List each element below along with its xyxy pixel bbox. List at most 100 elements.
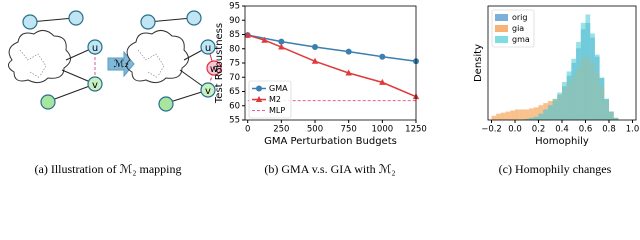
- marker: [345, 69, 352, 76]
- node: [200, 39, 216, 55]
- edge: [51, 83, 96, 101]
- x-tick-label: 0.0: [508, 125, 522, 135]
- caption: (b) GMA v.s. GIA with ℳ₂: [264, 162, 395, 176]
- x-tick-label: 750: [341, 125, 357, 135]
- y-tick-label: 90: [229, 16, 240, 26]
- node-label: v: [92, 80, 98, 91]
- marker: [278, 43, 285, 50]
- legend-label: GMA: [269, 84, 288, 93]
- node-label: u: [92, 43, 98, 54]
- histogram-bar: [533, 116, 539, 120]
- node: [87, 76, 103, 92]
- histogram-bar: [543, 109, 548, 120]
- x-axis-label: GMA Perturbation Budgets: [264, 136, 397, 147]
- histogram-bar: [505, 111, 511, 120]
- histogram-bar: [524, 118, 530, 120]
- y-axis-label: Density: [473, 44, 484, 82]
- node-label: v: [205, 86, 211, 97]
- histogram-bar: [529, 117, 534, 120]
- legend-label: gia: [512, 24, 524, 33]
- legend-label: MLP: [269, 106, 285, 115]
- series-line: [247, 34, 417, 63]
- caption: (a) Illustration of ℳ₂ mapping: [35, 162, 182, 176]
- node: [186, 10, 202, 26]
- marker: [345, 48, 352, 55]
- legend-marker: [256, 85, 262, 92]
- y-tick-label: 85: [229, 30, 240, 40]
- histogram-bar: [529, 108, 534, 120]
- marker: [244, 31, 251, 38]
- legend-swatch: [495, 36, 508, 43]
- cloud: [126, 30, 189, 84]
- histogram-bar: [566, 71, 572, 120]
- histogram-bar: [599, 77, 605, 120]
- histogram-bar: [491, 115, 497, 120]
- histogram-bar: [500, 112, 506, 120]
- cloud: [8, 30, 71, 84]
- node: [87, 39, 103, 55]
- histogram-bar: [496, 113, 501, 120]
- node: [140, 14, 156, 30]
- x-tick-label: 0.2: [532, 125, 546, 135]
- histogram-bar: [538, 113, 544, 120]
- histogram-bar: [594, 54, 600, 120]
- marker: [311, 57, 319, 64]
- legend-marker: [255, 96, 263, 102]
- node: [206, 60, 222, 76]
- node-label: w: [210, 64, 218, 75]
- x-tick-label: 1000: [372, 125, 394, 135]
- histogram-bar: [604, 98, 609, 120]
- histogram-bar: [547, 105, 553, 120]
- histogram-bar: [515, 109, 520, 120]
- legend-swatch: [495, 14, 508, 21]
- node-label: u: [205, 43, 211, 54]
- histogram-bar: [519, 109, 525, 120]
- histogram-bar: [552, 98, 558, 120]
- y-tick-label: 70: [229, 73, 240, 83]
- x-tick-label: 0: [245, 125, 250, 135]
- histogram-bar: [608, 111, 614, 120]
- histogram-bar: [580, 22, 586, 121]
- histogram-bar: [585, 14, 591, 121]
- node: [22, 14, 38, 30]
- histogram-bar: [590, 33, 595, 120]
- plot-frame: [244, 5, 417, 121]
- caption: (c) Homophily changes: [499, 162, 612, 176]
- histogram-bar: [538, 105, 544, 120]
- x-axis-label: Homophily: [535, 136, 589, 147]
- x-tick-label: −0.2: [481, 125, 502, 135]
- x-tick-label: 250: [273, 125, 289, 135]
- plot-frame: [487, 5, 637, 121]
- legend-label: M2: [269, 95, 281, 104]
- x-tick-label: 0.6: [579, 125, 593, 135]
- x-tick-label: 0.8: [602, 125, 616, 135]
- cloud-edges: [137, 49, 165, 79]
- histogram-bar: [557, 92, 562, 120]
- histogram-bar: [524, 109, 530, 120]
- node: [158, 96, 174, 112]
- y-tick-label: 60: [229, 101, 240, 111]
- y-tick-label: 80: [229, 44, 240, 54]
- node: [200, 82, 216, 98]
- y-tick-label: 75: [229, 59, 240, 69]
- histogram-bar: [613, 117, 619, 120]
- histogram-bar: [571, 58, 577, 120]
- x-tick-label: 0.4: [555, 125, 569, 135]
- marker: [261, 36, 268, 43]
- legend-label: orig: [512, 13, 527, 22]
- mapping-label: ℳ₂: [114, 59, 129, 70]
- histogram-bar: [562, 82, 567, 120]
- node: [40, 94, 56, 110]
- cloud-edges: [19, 49, 47, 79]
- y-tick-label: 95: [229, 2, 240, 12]
- edge: [207, 67, 215, 91]
- y-tick-label: 65: [229, 87, 240, 97]
- node: [68, 10, 84, 26]
- diagram: u v ℳ₂ u w v: [8, 10, 222, 112]
- legend-label: gma: [512, 35, 530, 44]
- marker: [312, 44, 319, 51]
- marker: [379, 53, 386, 60]
- histogram-bar: [576, 41, 581, 121]
- figure: u v ℳ₂ u w v (a) Illustration of ℳ₂ mapp…: [8, 2, 639, 176]
- histogram-bar: [510, 110, 516, 120]
